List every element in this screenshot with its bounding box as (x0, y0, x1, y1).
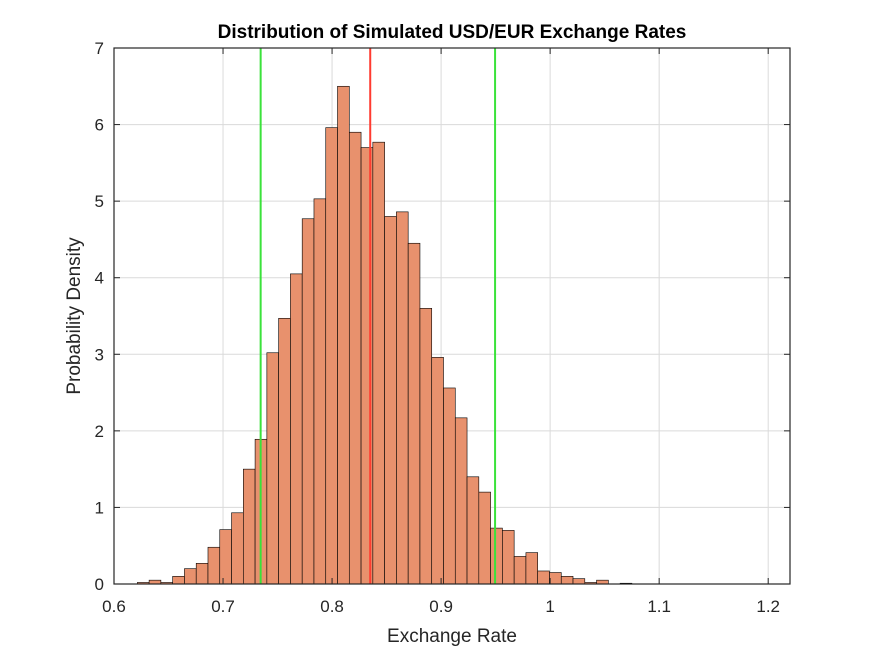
histogram-bar (337, 85, 350, 585)
histogram-bar (243, 468, 256, 585)
y-tick-label: 4 (95, 269, 104, 288)
chart-title: Distribution of Simulated USD/EUR Exchan… (218, 22, 687, 43)
histogram-bar (172, 576, 185, 585)
histogram-bar (325, 127, 338, 585)
x-tick-labels: 0.6 0.7 0.8 0.9 1 1.1 1.2 (102, 597, 780, 616)
y-tick-label: 0 (95, 575, 104, 594)
x-tick-label: 0.9 (429, 597, 453, 616)
y-tick-label: 2 (95, 422, 104, 441)
histogram-bar (231, 512, 244, 585)
histogram-bar (207, 546, 221, 585)
y-tick-label: 1 (95, 498, 104, 517)
x-tick-label: 0.7 (211, 597, 235, 616)
y-tick-label: 3 (95, 345, 104, 364)
histogram-bar (443, 387, 456, 585)
histogram-bar (195, 563, 209, 585)
histogram-bar (313, 198, 327, 585)
histogram-bar (184, 568, 197, 585)
histogram-bar (466, 476, 480, 585)
x-tick-label: 1.2 (756, 597, 780, 616)
x-tick-label: 0.6 (102, 597, 126, 616)
histogram-bar (549, 572, 562, 585)
histogram-bar (502, 530, 515, 585)
x-axis-label: Exchange Rate (387, 626, 517, 647)
histogram-bar (431, 357, 444, 585)
histogram-bar (560, 576, 574, 585)
x-tick-label: 1 (545, 597, 554, 616)
x-tick-label: 0.8 (320, 597, 344, 616)
histogram-bars (137, 85, 633, 585)
histogram-bar (278, 317, 291, 585)
histogram-bar (478, 491, 491, 585)
histogram-bar (454, 417, 468, 585)
y-tick-label: 7 (95, 39, 104, 58)
histogram-bar (407, 242, 421, 585)
histogram-bar (301, 218, 315, 585)
grid (113, 47, 790, 585)
axes (113, 47, 791, 585)
histogram-bar (525, 552, 538, 585)
y-tick-labels: 0 1 2 3 4 5 6 7 (95, 39, 104, 594)
y-axis-label: Probability Density (64, 237, 85, 395)
histogram-bar (266, 352, 279, 585)
x-tick-label: 1.1 (647, 597, 671, 616)
y-tick-label: 5 (95, 192, 104, 211)
histogram-bar (572, 578, 586, 585)
reference-lines (259, 48, 497, 584)
histogram-bar (384, 216, 397, 585)
histogram-bar (219, 529, 232, 585)
y-tick-label: 6 (95, 116, 104, 135)
histogram-bar (490, 527, 503, 585)
histogram-bar (396, 211, 409, 585)
histogram-bar (419, 308, 433, 585)
histogram-bar (372, 141, 385, 585)
histogram-bar (348, 131, 362, 585)
histogram-bar (537, 570, 550, 585)
axes-box (113, 47, 791, 585)
histogram-bar (513, 556, 527, 585)
histogram-bar (290, 273, 303, 585)
